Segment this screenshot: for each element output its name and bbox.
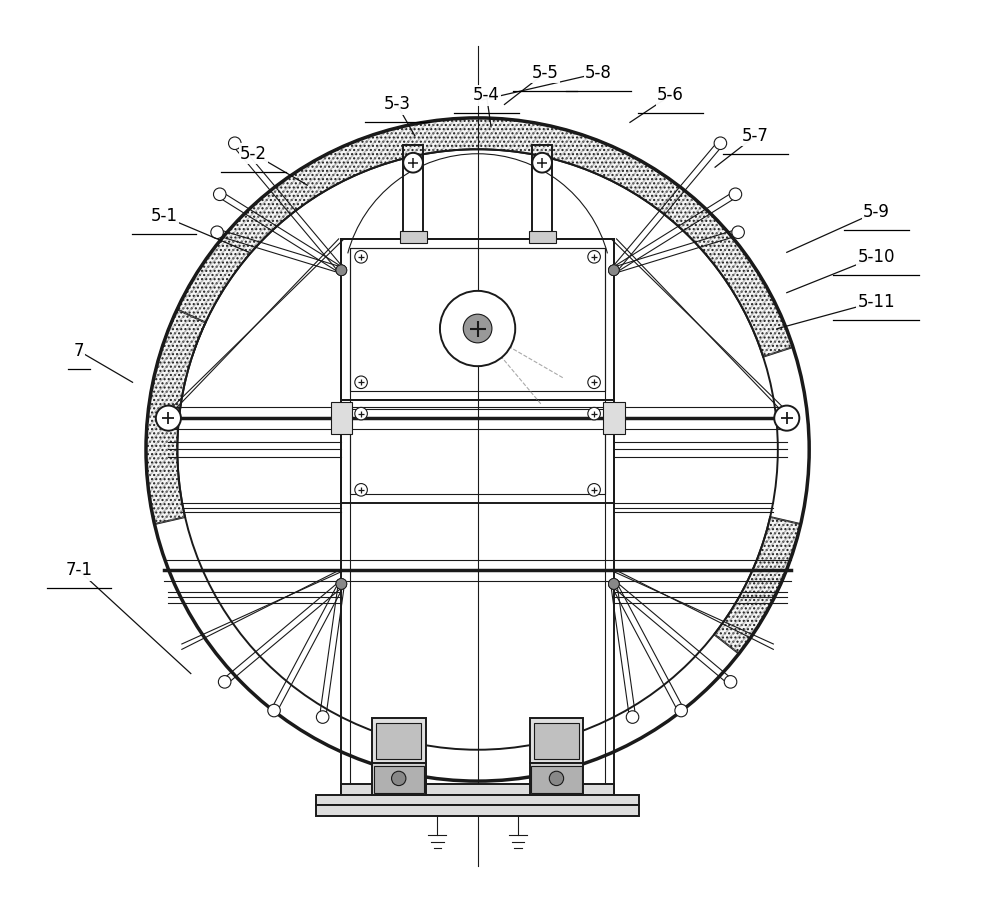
Circle shape: [588, 376, 600, 388]
Circle shape: [229, 137, 241, 149]
Circle shape: [336, 265, 347, 276]
Bar: [350, 248, 605, 786]
Bar: [316, 795, 639, 806]
Bar: [341, 784, 614, 795]
Polygon shape: [146, 309, 205, 524]
Circle shape: [213, 188, 226, 200]
Text: 5-11: 5-11: [858, 292, 895, 311]
Circle shape: [355, 484, 367, 496]
Circle shape: [732, 226, 744, 238]
Text: 5-2: 5-2: [240, 145, 267, 163]
Bar: [374, 766, 424, 793]
Circle shape: [440, 291, 515, 366]
Circle shape: [463, 314, 492, 343]
Bar: [350, 248, 605, 391]
Bar: [350, 409, 605, 494]
Text: 5-1: 5-1: [150, 208, 177, 226]
Bar: [341, 239, 614, 400]
Circle shape: [336, 579, 347, 590]
Bar: [341, 239, 614, 795]
Bar: [531, 766, 582, 793]
Circle shape: [608, 265, 619, 276]
Text: 5-6: 5-6: [657, 86, 684, 104]
Circle shape: [608, 579, 619, 590]
Circle shape: [211, 226, 223, 238]
Bar: [316, 806, 639, 816]
Circle shape: [608, 265, 619, 276]
Bar: [534, 723, 579, 759]
Circle shape: [392, 771, 406, 786]
Bar: [532, 145, 552, 239]
Text: 5-3: 5-3: [383, 95, 410, 113]
Circle shape: [675, 704, 687, 717]
Text: 5-9: 5-9: [863, 203, 890, 221]
Bar: [376, 723, 421, 759]
Circle shape: [316, 711, 329, 724]
Circle shape: [608, 265, 619, 276]
Circle shape: [336, 265, 347, 276]
Text: 5-10: 5-10: [858, 248, 895, 266]
Circle shape: [336, 579, 347, 590]
Bar: [331, 402, 352, 434]
Circle shape: [608, 579, 619, 590]
Text: 5-5: 5-5: [531, 64, 558, 82]
Circle shape: [724, 675, 737, 688]
Circle shape: [403, 153, 423, 173]
Circle shape: [336, 579, 347, 590]
Bar: [530, 763, 583, 795]
Bar: [372, 718, 426, 763]
Circle shape: [549, 771, 564, 786]
Circle shape: [355, 376, 367, 388]
Circle shape: [588, 251, 600, 263]
Polygon shape: [162, 118, 793, 357]
Bar: [403, 145, 423, 239]
Bar: [372, 763, 426, 795]
Bar: [603, 402, 625, 434]
Bar: [529, 231, 556, 244]
Text: 5-4: 5-4: [473, 86, 500, 104]
Circle shape: [355, 407, 367, 420]
Circle shape: [626, 711, 639, 724]
Circle shape: [268, 704, 280, 717]
Circle shape: [355, 251, 367, 263]
Circle shape: [729, 188, 742, 200]
Circle shape: [218, 675, 231, 688]
Bar: [341, 400, 614, 503]
Circle shape: [588, 484, 600, 496]
Bar: [530, 718, 583, 763]
Text: 5-8: 5-8: [585, 64, 612, 82]
Text: 7-1: 7-1: [65, 562, 92, 580]
Circle shape: [608, 579, 619, 590]
Circle shape: [532, 153, 552, 173]
Polygon shape: [714, 517, 801, 654]
Circle shape: [774, 405, 799, 431]
Circle shape: [156, 405, 181, 431]
Text: 5-7: 5-7: [742, 127, 769, 145]
Bar: [400, 231, 427, 244]
Circle shape: [714, 137, 727, 149]
Circle shape: [588, 407, 600, 420]
Circle shape: [336, 265, 347, 276]
Text: 7: 7: [74, 342, 84, 360]
